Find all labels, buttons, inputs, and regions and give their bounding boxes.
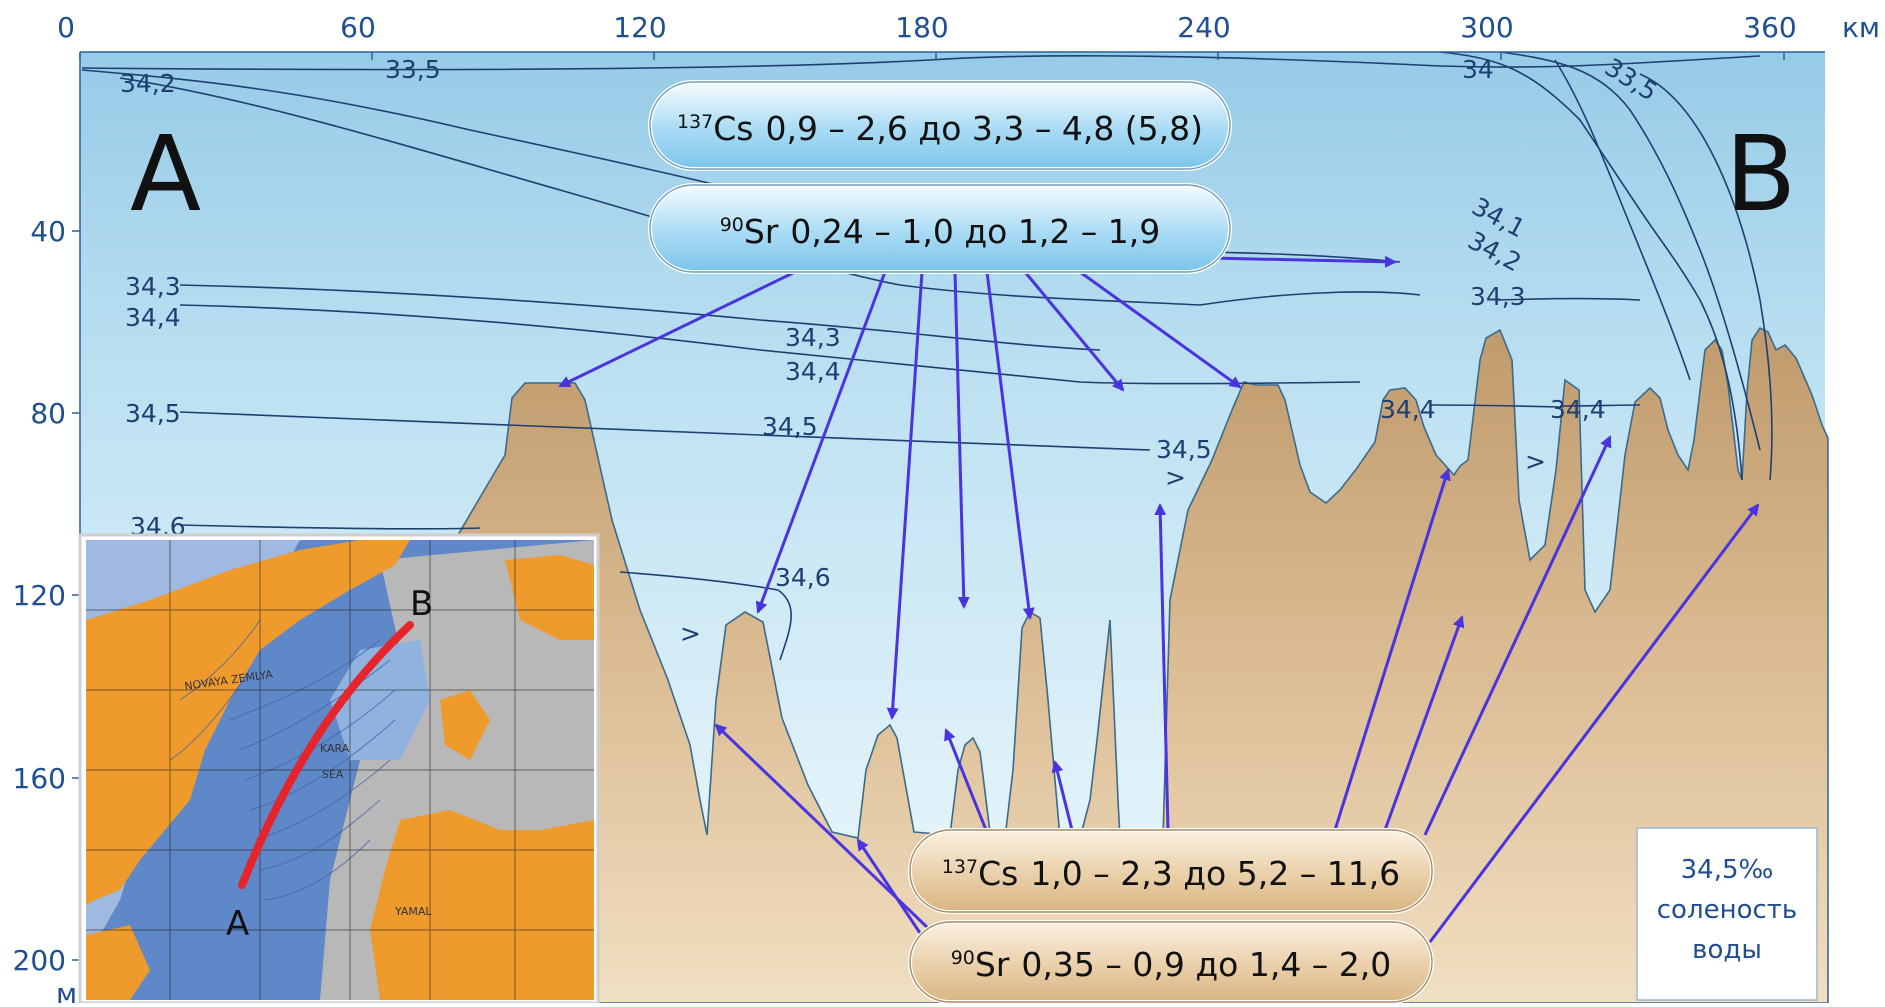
inset-point-a: A — [226, 904, 249, 944]
isohaline-label: 34,4 — [125, 303, 181, 332]
water-sr-text: 90Sr 0,24 – 1,0 до 1,2 – 1,9 — [720, 212, 1161, 251]
legend-line1: соленость — [1657, 895, 1798, 925]
inset-point-b: B — [410, 584, 433, 624]
water-cs-text: 137Cs 0,9 – 2,6 до 3,3 – 4,8 (5,8) — [677, 109, 1203, 148]
sediment-cs-text: 137Cs 1,0 – 2,3 до 5,2 – 11,6 — [942, 854, 1400, 893]
top-axis-ticks: 0 60 120 180 240 300 360 — [57, 11, 1797, 60]
isohaline-label: > — [1165, 463, 1186, 492]
isohaline-label: 33,5 — [385, 55, 441, 84]
isohaline-label: 34,6 — [775, 563, 831, 592]
isohaline-label: > — [680, 619, 701, 648]
y-tick-label: 40 — [30, 215, 66, 248]
inset-map: A B KARA SEA YAMAL NOVAYA ZEMLYA — [78, 533, 600, 1005]
seabed-profile — [454, 326, 1829, 1004]
x-tick-label: 300 — [1460, 11, 1513, 44]
isohaline-label: 34,3 — [125, 272, 181, 301]
y-tick-label: 120 — [13, 579, 66, 612]
isohaline-label: 34 — [1462, 55, 1494, 84]
isohaline-label: 34,5 — [762, 412, 818, 441]
salinity-legend: 34,5‰ соленость воды — [1636, 827, 1818, 1001]
inset-land-island — [440, 690, 490, 760]
water-arrows — [558, 255, 1397, 720]
isohaline-label: 34,2 — [120, 69, 176, 98]
section-end-label: B — [1725, 113, 1796, 235]
inset-label-yamal: YAMAL — [394, 905, 432, 918]
inset-land-novaya-zemlya — [86, 540, 410, 905]
x-tick-label: 60 — [340, 11, 376, 44]
isohaline-label: 34,5 — [125, 399, 181, 428]
inset-land-yamal — [370, 810, 594, 1000]
inset-route-line — [238, 621, 414, 889]
x-unit-label: км — [1842, 11, 1880, 44]
section-start-label: A — [130, 113, 201, 235]
isohaline-label: 34,3 — [1470, 282, 1526, 311]
x-tick-label: 360 — [1743, 11, 1796, 44]
left-axis-ticks: 40 80 120 160 200 — [13, 215, 80, 977]
isohaline-label: > — [1525, 447, 1546, 476]
isohaline-label: 34,3 — [785, 323, 841, 352]
x-tick-label: 0 — [57, 11, 75, 44]
isohaline-label: 34,4 — [1550, 395, 1606, 424]
x-tick-label: 180 — [895, 11, 948, 44]
sediment-arrows — [714, 435, 1760, 946]
inset-land-southwest — [86, 925, 150, 1000]
y-tick-label: 80 — [30, 397, 66, 430]
isohaline-lines — [81, 51, 1773, 661]
isohaline-label: 34,5 — [1156, 435, 1212, 464]
sediment-radionuclide-box: 137Cs 1,0 – 2,3 до 5,2 – 11,6 90Sr 0,35 – … — [908, 828, 1434, 1004]
inset-label-kara: KARA — [320, 742, 350, 755]
y-unit-label: м — [56, 977, 77, 1003]
x-tick-label: 120 — [613, 11, 666, 44]
inset-label-sea: SEA — [322, 768, 344, 781]
sediment-sr-text: 90Sr 0,35 – 0,9 до 1,4 – 2,0 — [951, 945, 1392, 984]
legend-line2: воды — [1692, 935, 1762, 965]
legend-value: 34,5‰ — [1681, 855, 1774, 885]
water-radionuclide-box: 137Cs 0,9 – 2,6 до 3,3 – 4,8 (5,8) 90Sr 0,… — [648, 80, 1232, 274]
x-tick-label: 240 — [1177, 11, 1230, 44]
y-tick-label: 160 — [13, 762, 66, 795]
isohaline-label: 34,4 — [785, 357, 841, 386]
y-tick-label: 200 — [13, 944, 66, 977]
inset-land-north — [505, 555, 594, 640]
isohaline-label: 34,4 — [1380, 395, 1436, 424]
